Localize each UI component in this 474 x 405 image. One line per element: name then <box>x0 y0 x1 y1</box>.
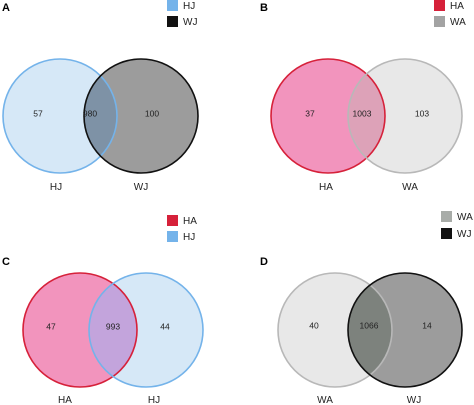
venn-outline-wj <box>83 58 199 174</box>
legend-swatch-hj <box>167 0 178 11</box>
legend-swatch-wj <box>441 228 452 239</box>
panel-letter: B <box>260 2 268 14</box>
legend-label-hj: HJ <box>183 1 195 12</box>
count-hj-only: 44 <box>160 321 170 331</box>
legend-swatch-hj <box>167 231 178 242</box>
legend-swatch-wa <box>434 16 445 27</box>
legend-swatch-wa <box>441 211 452 222</box>
venn-overlap <box>89 273 137 387</box>
count-overlap: 993 <box>106 321 120 331</box>
venn-outline-wa <box>347 58 463 174</box>
venn-outline-ha <box>22 272 138 388</box>
count-overlap: 1003 <box>353 108 372 118</box>
legend-label-hj: HJ <box>183 232 195 243</box>
legend-label-wj: WJ <box>457 229 471 240</box>
legend-label-ha: HA <box>450 1 464 12</box>
set-label-hj: HJ <box>50 182 62 193</box>
venn-outline-wj <box>347 272 463 388</box>
panel-letter: A <box>2 2 10 14</box>
set-label-ha: HA <box>319 182 333 193</box>
count-wa-only: 40 <box>309 320 319 330</box>
set-label-wj: WJ <box>134 182 148 193</box>
legend: HA HJ <box>167 215 197 243</box>
panel-c: C HA HJ 47 993 44 HA HJ <box>2 215 204 405</box>
count-wj-only: 14 <box>422 320 432 330</box>
venn-outline-wa <box>277 272 393 388</box>
panel-letter: D <box>260 256 268 268</box>
legend-label-wa: WA <box>457 212 473 223</box>
venn-outline-hj <box>2 58 118 174</box>
legend: HA WA <box>434 0 466 28</box>
legend: WA WJ <box>441 211 473 240</box>
count-wa-only: 103 <box>415 108 429 118</box>
count-wj-only: 100 <box>145 108 159 118</box>
count-ha-only: 37 <box>305 108 315 118</box>
venn-circle-hj <box>3 59 117 173</box>
count-ha-only: 47 <box>46 321 56 331</box>
legend-label-ha: HA <box>183 216 197 227</box>
venn-outline-hj <box>88 272 204 388</box>
set-label-ha: HA <box>58 395 72 405</box>
count-overlap: 1066 <box>360 320 379 330</box>
venn-overlap <box>348 59 385 173</box>
venn-overlap <box>348 273 392 387</box>
count-hj-only: 57 <box>33 108 43 118</box>
set-label-hj: HJ <box>148 395 160 405</box>
panel-b: B HA WA 37 1003 103 HA WA <box>260 0 466 193</box>
count-overlap: 980 <box>83 108 97 118</box>
set-label-wj: WJ <box>407 395 421 405</box>
set-label-wa: WA <box>402 182 418 193</box>
legend: HJ WJ <box>167 0 197 28</box>
venn-circle-wj <box>84 59 198 173</box>
legend-swatch-wj <box>167 16 178 27</box>
panel-d: D WA WJ 40 1066 14 WA WJ <box>260 211 473 405</box>
legend-swatch-ha <box>434 0 445 11</box>
venn-outline-ha <box>270 58 386 174</box>
panel-a: A HJ WJ 57 980 100 HJ WJ <box>2 0 199 193</box>
legend-swatch-ha <box>167 215 178 226</box>
legend-label-wj: WJ <box>183 17 197 28</box>
panel-letter: C <box>2 256 10 268</box>
legend-label-wa: WA <box>450 17 466 28</box>
set-label-wa: WA <box>317 395 333 405</box>
